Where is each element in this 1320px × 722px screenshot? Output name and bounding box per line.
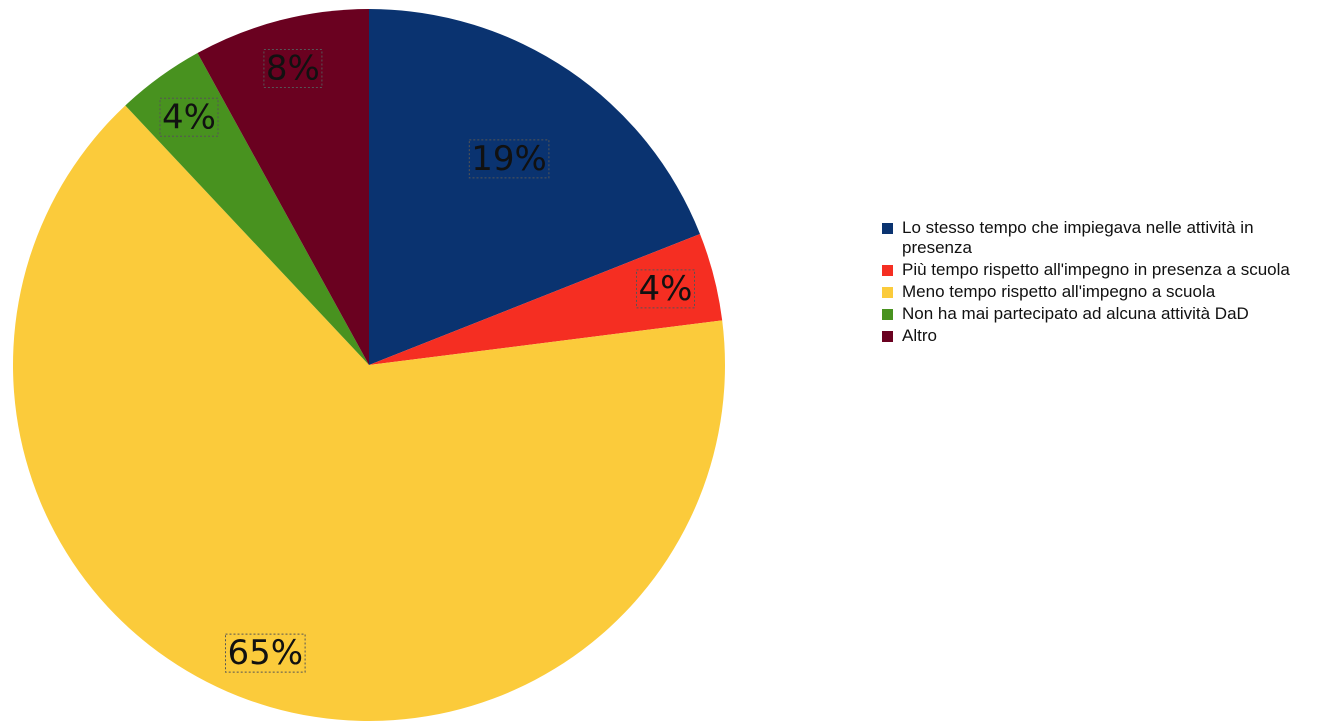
legend-swatch xyxy=(882,287,893,298)
legend-swatch xyxy=(882,309,893,320)
legend-label: Non ha mai partecipato ad alcuna attivit… xyxy=(902,304,1249,323)
pie-value-text: 4% xyxy=(639,269,693,309)
pie-value-label-1: 4% xyxy=(636,269,695,309)
pie-value-text: 19% xyxy=(471,139,547,179)
pie-slice-1 xyxy=(369,233,723,365)
pie-value-label-4: 8% xyxy=(263,49,323,89)
legend-item-4: Altro xyxy=(882,326,1312,346)
pie-value-text: 65% xyxy=(228,633,304,673)
pie-value-label-box xyxy=(225,633,306,673)
pie-slice-0 xyxy=(369,9,700,365)
pie-slices xyxy=(12,9,725,722)
legend-item-3: Non ha mai partecipato ad alcuna attivit… xyxy=(882,304,1312,324)
legend-label: Meno tempo rispetto all'impegno a scuola xyxy=(902,282,1216,301)
pie-value-label-0: 19% xyxy=(468,139,550,179)
legend-label: Altro xyxy=(902,326,937,345)
pie-value-label-box xyxy=(159,97,219,137)
pie-value-label-box xyxy=(263,49,323,88)
legend-swatch xyxy=(882,223,893,234)
legend-item-0: Lo stesso tempo che impiegava nelle atti… xyxy=(882,218,1312,258)
chart-legend: Lo stesso tempo che impiegava nelle atti… xyxy=(882,218,1312,348)
legend-swatch xyxy=(882,265,893,276)
pie-value-label-3: 4% xyxy=(159,97,219,137)
legend-swatch xyxy=(882,331,893,342)
pie-value-labels: 19% 4% 65% 4% 8% xyxy=(159,49,695,673)
pie-value-text: 4% xyxy=(162,97,216,137)
pie-slice-4 xyxy=(197,9,369,365)
pie-value-text: 8% xyxy=(266,49,320,89)
pie-value-label-box xyxy=(468,139,550,179)
pie-slice-2 xyxy=(12,105,725,722)
pie-value-label-2: 65% xyxy=(225,633,306,673)
legend-item-2: Meno tempo rispetto all'impegno a scuola xyxy=(882,282,1312,302)
pie-slice-3 xyxy=(125,53,369,365)
legend-label: Lo stesso tempo che impiegava nelle atti… xyxy=(902,218,1254,257)
pie-value-label-box xyxy=(636,269,695,309)
legend-label: Più tempo rispetto all'impegno in presen… xyxy=(902,260,1290,279)
legend-item-1: Più tempo rispetto all'impegno in presen… xyxy=(882,260,1312,280)
